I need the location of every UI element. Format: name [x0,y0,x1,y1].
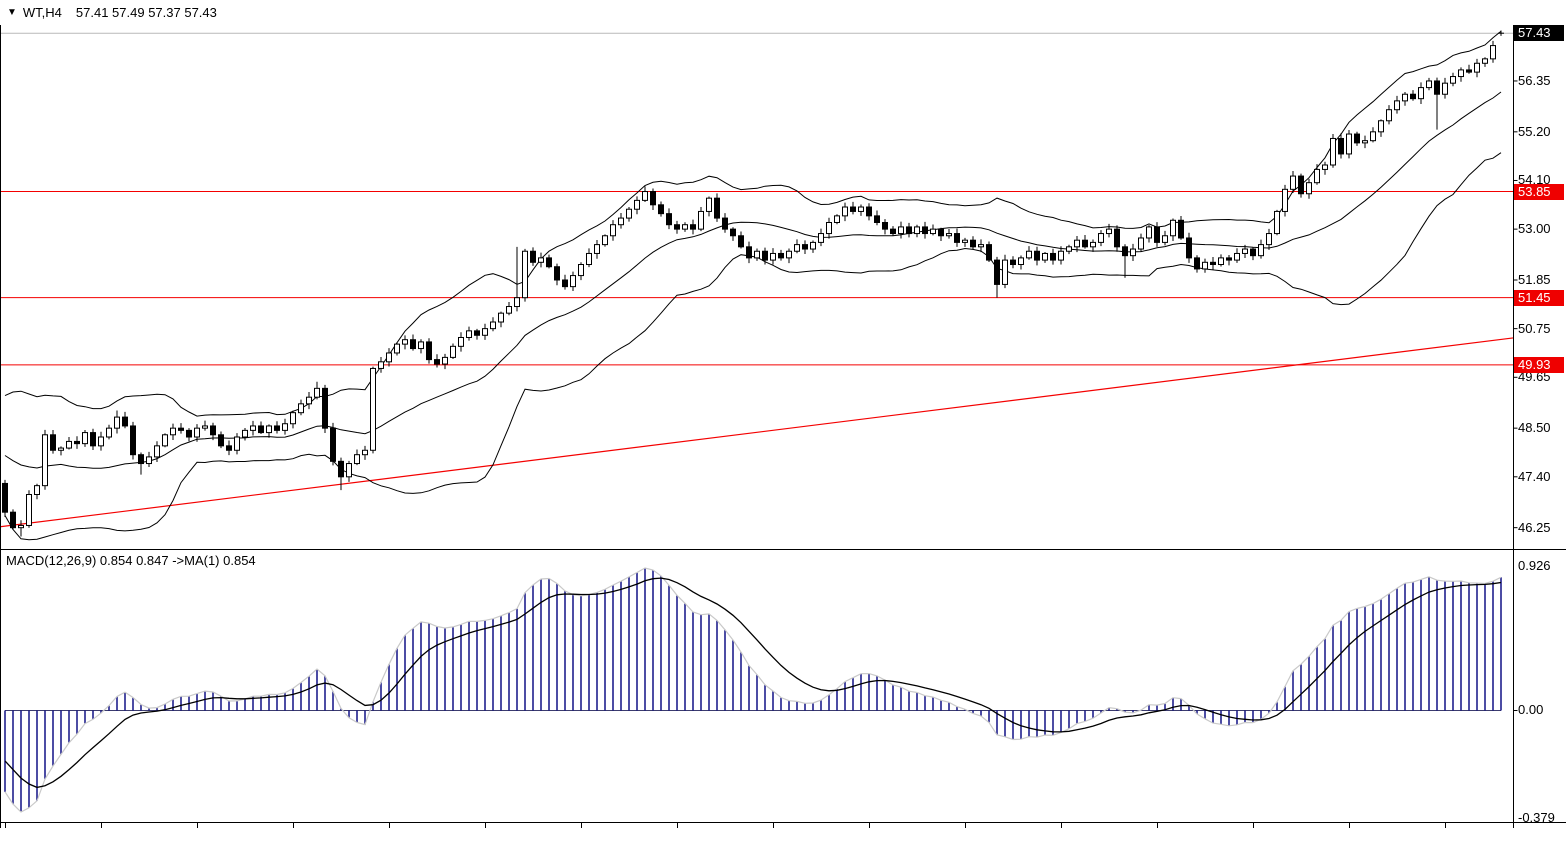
trendline[interactable] [0,337,1514,528]
bollinger-upper-band-line [4,30,1502,417]
price-tick-label: 51.85 [1518,272,1551,287]
bollinger-middle-band-line [4,91,1502,469]
chart-title-bar: ▼ WT,H4 57.41 57.49 57.37 57.43 [0,0,1566,25]
price-tick-label: 54.10 [1518,172,1551,187]
macd-envelope-line [4,567,1502,813]
candles-layer [2,30,1504,537]
macd-zero-label: 0.00 [1518,702,1544,717]
price-tick-label: 53.00 [1518,221,1551,236]
price-tick-label: 50.75 [1518,321,1551,336]
macd-signal-line [4,577,1502,789]
price-tick-label: 56.35 [1518,73,1551,88]
symbol-dropdown-icon[interactable]: ▼ [7,6,17,18]
price-tick-label: 46.25 [1518,520,1551,535]
macd-max-label: 0.926 [1518,558,1551,573]
price-tick-label: 48.50 [1518,420,1551,435]
level-price-badge: 51.45 [1514,290,1564,306]
ohlc-values-label: 57.41 57.49 57.37 57.43 [75,5,217,20]
price-tick-label: 47.40 [1518,469,1551,484]
symbol-timeframe-label: WT,H4 [22,5,62,20]
price-tick-label: 55.20 [1518,124,1551,139]
level-price-badge: 49.93 [1514,357,1564,373]
current-price-badge: 57.43 [1514,25,1564,41]
time-axis[interactable]: 22 Dec 202024 Dec 20:0029 Dec 20:0031 De… [0,822,1566,850]
chart-borders [0,25,1566,828]
bollinger-lower-band-line [4,152,1502,541]
background-layer [0,32,1514,528]
macd-layer [4,567,1502,813]
macd-min-label: -0.379 [1518,810,1555,825]
level-price-badge: 53.85 [1514,184,1564,200]
macd-indicator-label: MACD(12,26,9) 0.854 0.847 ->MA(1) 0.854 [6,553,256,568]
